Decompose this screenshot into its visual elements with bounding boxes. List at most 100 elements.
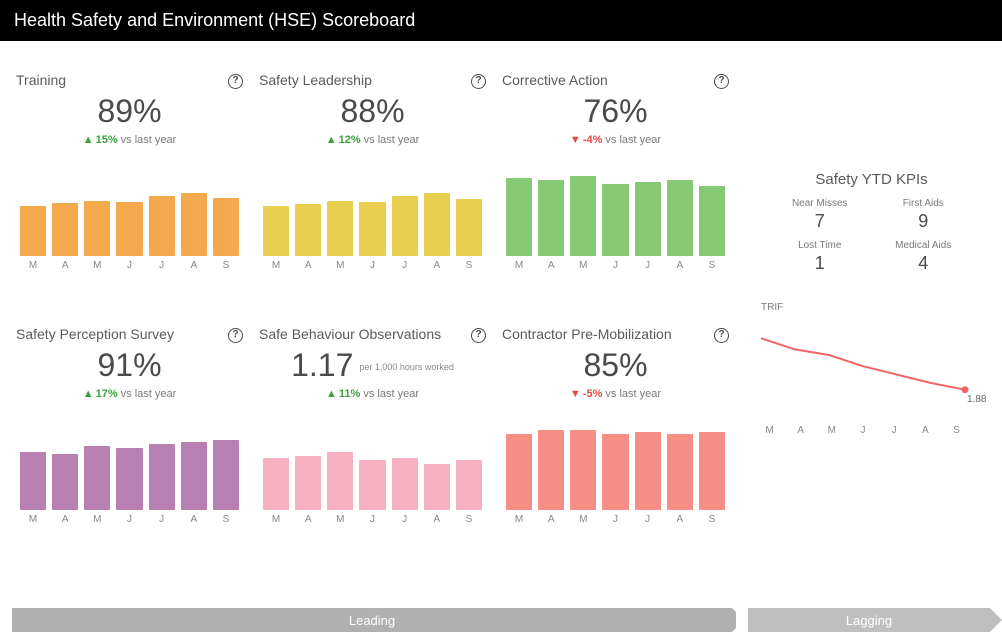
bar [327,452,353,510]
right-panel: Safety YTD KPIs Near Misses7First Aids9L… [741,71,990,555]
bar [149,444,175,510]
kpi-label: Medical Aids [877,240,971,251]
x-tick: M [757,425,782,436]
kpi-value: 1 [773,253,867,274]
help-icon[interactable]: ? [714,74,729,89]
lagging-label: Lagging [846,613,892,628]
x-tick: J [149,260,175,271]
bar [538,180,564,256]
kpi-value: 7 [773,211,867,232]
kpi-card: Safety Leadership?88%12% vs last yearMAM… [255,71,490,301]
leading-arrow: Leading [12,608,732,632]
help-icon[interactable]: ? [228,74,243,89]
bar [456,199,482,256]
bar [181,442,207,510]
card-delta: -5% vs last year [502,388,729,400]
bar-chart [16,156,243,256]
page-header: Health Safety and Environment (HSE) Scor… [0,0,1002,41]
x-tick: A [52,514,78,525]
x-tick: M [570,514,596,525]
x-tick: S [213,514,239,525]
bar [181,193,207,256]
help-icon[interactable]: ? [471,74,486,89]
footer-arrows: Leading Lagging [12,608,990,632]
x-tick: J [116,514,142,525]
card-value: 76% [502,93,729,130]
kpi-item: Lost Time1 [773,240,867,274]
bar [213,440,239,510]
bar [116,202,142,256]
x-tick: J [635,514,661,525]
x-axis: MAMJJAS [16,260,243,271]
kpi-grid: Near Misses7First Aids9Lost Time1Medical… [753,198,990,274]
kpi-label: Near Misses [773,198,867,209]
x-axis: MAMJJAS [259,514,486,525]
kpi-card: Corrective Action?76%-4% vs last yearMAM… [498,71,733,301]
x-tick: S [456,260,482,271]
x-tick: M [327,260,353,271]
x-tick: M [84,514,110,525]
bar-chart [502,410,729,510]
kpi-card: Safety Perception Survey?91%17% vs last … [12,325,247,555]
bar [570,430,596,510]
card-delta: -4% vs last year [502,134,729,146]
x-tick: A [295,514,321,525]
x-tick: A [181,514,207,525]
bar [635,182,661,256]
help-icon[interactable]: ? [471,328,486,343]
bar [667,180,693,256]
x-tick: M [20,260,46,271]
bar [538,430,564,510]
x-tick: J [602,514,628,525]
kpi-value: 4 [877,253,971,274]
card-title: Training [16,73,222,88]
bar-chart [16,410,243,510]
leading-label: Leading [349,613,395,628]
kpi-item: Medical Aids 4 [877,240,971,274]
x-tick: S [699,260,725,271]
x-tick: S [944,425,969,436]
x-tick: J [359,514,385,525]
bar-chart [259,410,486,510]
bar [295,204,321,256]
card-value: 89% [16,93,243,130]
card-title: Contractor Pre-Mobilization [502,327,708,342]
x-tick: S [456,514,482,525]
help-icon[interactable]: ? [714,328,729,343]
bar [424,464,450,510]
trif-end-label: 1.88 [967,394,986,405]
x-tick: J [359,260,385,271]
bar [602,184,628,256]
bar [699,432,725,510]
bar [506,434,532,510]
bar [667,434,693,510]
kpi-card: Training?89%15% vs last yearMAMJJAS [12,71,247,301]
bar [84,446,110,510]
bar [635,432,661,510]
bar [506,178,532,256]
x-tick: J [116,260,142,271]
x-tick: A [295,260,321,271]
x-tick: J [392,514,418,525]
card-delta: 17% vs last year [16,388,243,400]
card-delta: 11% vs last year [259,388,486,400]
card-delta: 12% vs last year [259,134,486,146]
x-tick: A [538,514,564,525]
bar [20,452,46,510]
bar [213,198,239,256]
x-tick: J [392,260,418,271]
bar [424,193,450,256]
x-tick: J [602,260,628,271]
x-tick: M [263,514,289,525]
bar [602,434,628,510]
kpi-panel-title: Safety YTD KPIs [753,171,990,188]
help-icon[interactable]: ? [228,328,243,343]
bar [263,206,289,256]
x-tick: S [699,514,725,525]
kpi-card: Safe Behaviour Observations?1.17per 1,00… [255,325,490,555]
x-tick: A [181,260,207,271]
bar [295,456,321,510]
x-tick: M [819,425,844,436]
trif-label: TRIF [761,302,990,313]
lagging-arrow: Lagging [748,608,990,632]
